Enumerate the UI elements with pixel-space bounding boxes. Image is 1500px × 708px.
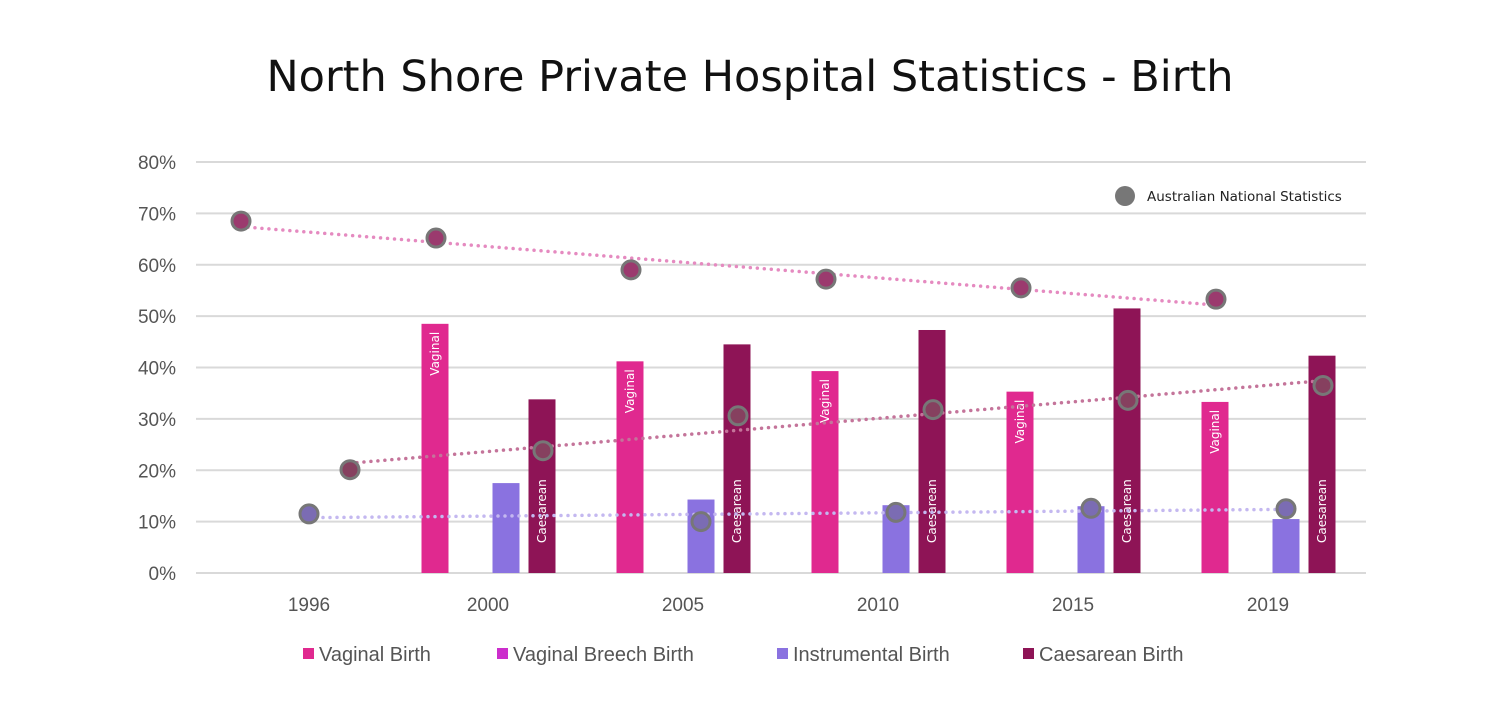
legend-swatch — [303, 648, 314, 659]
national-marker — [1275, 498, 1297, 520]
bar-vaginal-birth — [811, 371, 839, 573]
national-marker — [1117, 389, 1139, 411]
y-tick-label: 70% — [138, 204, 176, 225]
trendline — [239, 224, 1218, 307]
national-marker — [298, 503, 320, 525]
legend-swatch — [1023, 648, 1034, 659]
bar-caesarean-birth — [1113, 308, 1141, 573]
trendline — [307, 507, 1288, 520]
y-tick-label: 60% — [138, 256, 176, 277]
bar-label: Vaginal — [1208, 410, 1222, 454]
bar-caesarean-birth — [723, 344, 751, 573]
x-tick-label: 2010 — [857, 595, 899, 616]
y-tick-label: 0% — [149, 564, 177, 585]
bar-label: Vaginal — [1013, 400, 1027, 444]
x-tick-label: 2019 — [1247, 595, 1289, 616]
bar-instrumental-birth — [492, 483, 520, 573]
bar-instrumental-birth — [687, 499, 715, 573]
national-marker — [230, 210, 252, 232]
bar-caesarean-birth — [528, 399, 556, 573]
legend-swatch — [497, 648, 508, 659]
national-marker — [1205, 288, 1227, 310]
legend-label: Instrumental Birth — [793, 644, 950, 666]
bar-label: Vaginal — [623, 369, 637, 413]
bar-vaginal-birth — [616, 361, 644, 573]
trendline — [348, 378, 1325, 465]
national-marker — [1010, 277, 1032, 299]
chart-title: North Shore Private Hospital Statistics … — [266, 52, 1234, 102]
national-marker — [815, 268, 837, 290]
bar-label: Caesarean — [730, 479, 744, 543]
national-marker — [620, 259, 642, 281]
x-tick-label: 1996 — [288, 595, 330, 616]
bar-label: Vaginal — [428, 332, 442, 376]
y-tick-label: 40% — [138, 359, 176, 380]
legend-swatch — [777, 648, 788, 659]
y-tick-label: 20% — [138, 461, 176, 482]
x-tick-label: 2005 — [662, 595, 704, 616]
national-marker — [885, 501, 907, 523]
national-marker — [690, 511, 712, 533]
bar-label: Vaginal — [818, 379, 832, 423]
national-marker — [425, 227, 447, 249]
national-legend-marker — [1115, 186, 1135, 206]
national-legend-label: Australian National Statistics — [1147, 189, 1342, 205]
national-marker — [1080, 497, 1102, 519]
y-tick-label: 50% — [138, 307, 176, 328]
legend-label: Vaginal Breech Birth — [513, 644, 694, 666]
x-tick-label: 2000 — [467, 595, 509, 616]
bar-label: Caesarean — [535, 479, 549, 543]
bar-label: Caesarean — [1315, 479, 1329, 543]
national-marker — [727, 405, 749, 427]
x-tick-label: 2015 — [1052, 595, 1094, 616]
y-tick-label: 80% — [138, 153, 176, 174]
legend-label: Vaginal Birth — [319, 644, 431, 666]
y-tick-label: 10% — [138, 513, 176, 534]
bar-caesarean-birth — [918, 329, 946, 573]
national-marker — [922, 399, 944, 421]
national-marker — [532, 440, 554, 462]
national-marker — [1312, 374, 1334, 396]
y-tick-label: 30% — [138, 410, 176, 431]
bar-instrumental-birth — [1272, 519, 1300, 573]
bar-vaginal-birth — [421, 323, 449, 573]
national-marker — [339, 459, 361, 481]
legend-label: Caesarean Birth — [1039, 644, 1184, 666]
bar-vaginal-birth — [1006, 391, 1034, 573]
bar-vaginal-birth — [1201, 401, 1229, 573]
